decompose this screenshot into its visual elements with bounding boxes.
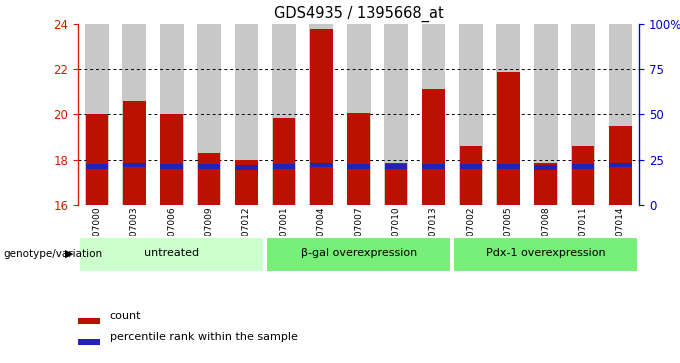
Title: GDS4935 / 1395668_at: GDS4935 / 1395668_at <box>274 6 443 22</box>
Bar <box>78 318 101 324</box>
Bar <box>497 72 520 205</box>
Text: β-gal overexpression: β-gal overexpression <box>301 248 417 258</box>
Bar <box>347 24 371 205</box>
Bar <box>459 24 483 205</box>
Text: genotype/variation: genotype/variation <box>3 249 103 259</box>
Bar <box>534 24 558 205</box>
Bar <box>309 24 333 205</box>
Bar <box>198 153 220 205</box>
Bar <box>572 146 594 205</box>
Bar <box>235 160 258 205</box>
Bar <box>123 163 146 167</box>
Bar <box>85 24 109 205</box>
Bar <box>198 164 220 169</box>
Bar <box>310 29 333 205</box>
Bar <box>422 164 445 169</box>
Bar <box>385 163 407 205</box>
Bar <box>609 163 632 167</box>
Bar <box>385 164 407 169</box>
Bar <box>86 114 108 205</box>
Bar <box>460 164 482 169</box>
Bar <box>609 126 632 205</box>
Bar <box>160 114 183 205</box>
Bar <box>572 164 594 169</box>
Bar <box>122 24 146 205</box>
Bar <box>160 24 184 205</box>
Text: Pdx-1 overexpression: Pdx-1 overexpression <box>486 248 605 258</box>
Bar <box>272 24 296 205</box>
Text: ▶: ▶ <box>65 249 73 259</box>
Bar <box>123 101 146 205</box>
Bar <box>609 24 632 205</box>
Bar <box>86 164 108 169</box>
Bar <box>384 24 408 205</box>
Bar <box>310 163 333 167</box>
Bar <box>497 164 520 169</box>
Bar <box>347 164 370 169</box>
Bar <box>571 24 595 205</box>
Bar <box>78 339 101 345</box>
Bar <box>422 24 445 205</box>
FancyBboxPatch shape <box>453 237 639 273</box>
Bar <box>422 89 445 205</box>
Bar <box>534 163 557 205</box>
Bar <box>235 24 258 205</box>
Bar <box>273 164 295 169</box>
Bar <box>460 146 482 205</box>
Bar <box>197 24 221 205</box>
FancyBboxPatch shape <box>79 237 265 273</box>
Bar <box>534 165 557 170</box>
Bar <box>235 165 258 170</box>
Bar <box>347 113 370 205</box>
Text: untreated: untreated <box>144 248 199 258</box>
Text: percentile rank within the sample: percentile rank within the sample <box>109 332 298 342</box>
FancyBboxPatch shape <box>266 237 452 273</box>
Text: count: count <box>109 311 141 321</box>
Bar <box>273 118 295 205</box>
Bar <box>496 24 520 205</box>
Bar <box>160 164 183 169</box>
